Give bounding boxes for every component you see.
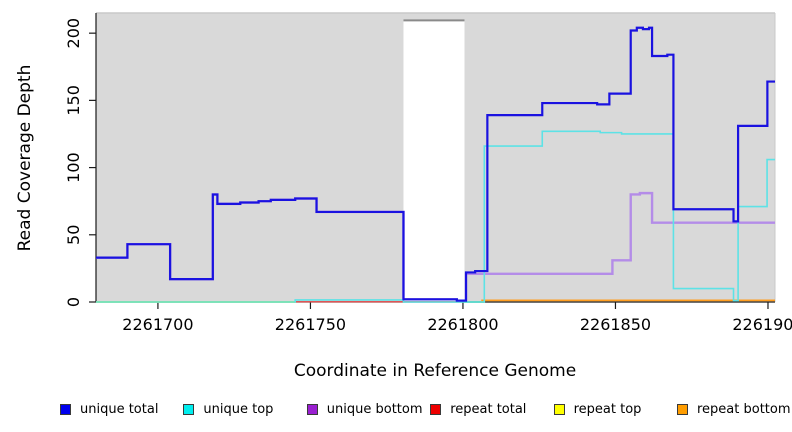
- series-unique-total: [96, 26, 775, 302]
- y-tick-label: 100: [64, 152, 83, 183]
- legend-label: repeat total: [450, 401, 527, 417]
- x-axis-title: Coordinate in Reference Genome: [294, 361, 576, 381]
- y-tick-label: 150: [64, 85, 83, 116]
- y-tick-label: 0: [64, 297, 83, 307]
- legend-swatch-unique-total: [60, 403, 71, 415]
- y-tick-label: 50: [64, 225, 83, 245]
- legend-swatch-unique-bottom: [306, 403, 318, 415]
- legend-item-unique-bottom: unique bottom: [306, 399, 423, 419]
- legend-swatch-repeat-total: [430, 403, 442, 415]
- gap-region: [403, 20, 465, 302]
- legend-label: repeat bottom: [697, 401, 791, 417]
- x-tick-label: 2261800: [427, 315, 498, 334]
- legend-label: repeat top: [573, 401, 642, 417]
- x-tick-label: 2261850: [580, 315, 651, 334]
- x-tick-label: 2261900: [732, 315, 792, 334]
- legend-label: unique bottom: [326, 401, 423, 417]
- legend-item-repeat-bottom: repeat bottom: [677, 399, 791, 419]
- legend-item-repeat-total: repeat total: [430, 399, 526, 419]
- legend-item-unique-total: unique total: [60, 399, 158, 419]
- legend-swatch-repeat-bottom: [677, 403, 688, 415]
- legend-label: unique total: [80, 401, 159, 417]
- y-tick-label: 200: [64, 18, 83, 49]
- legend-item-unique-top: unique top: [183, 399, 273, 419]
- coverage-plot: 0 50 100 150 200 2261700 2261750 2261800 2261850…: [15, 12, 792, 381]
- y-axis-title: Read Coverage Depth: [15, 65, 35, 252]
- x-tick-label: 2261750: [275, 315, 346, 334]
- x-tick-label: 2261700: [122, 315, 193, 334]
- legend-item-repeat-top: repeat top: [553, 399, 642, 419]
- legend-swatch-unique-top: [183, 403, 195, 415]
- legend: unique total unique top unique bottom repea…: [0, 399, 792, 423]
- series-unique-top: [96, 130, 775, 303]
- plot-layers: 0 50 100 150 200 2261700 2261750 2261800 2261850…: [64, 12, 792, 334]
- legend-label: unique top: [203, 401, 274, 417]
- legend-swatch-repeat-top: [553, 403, 565, 415]
